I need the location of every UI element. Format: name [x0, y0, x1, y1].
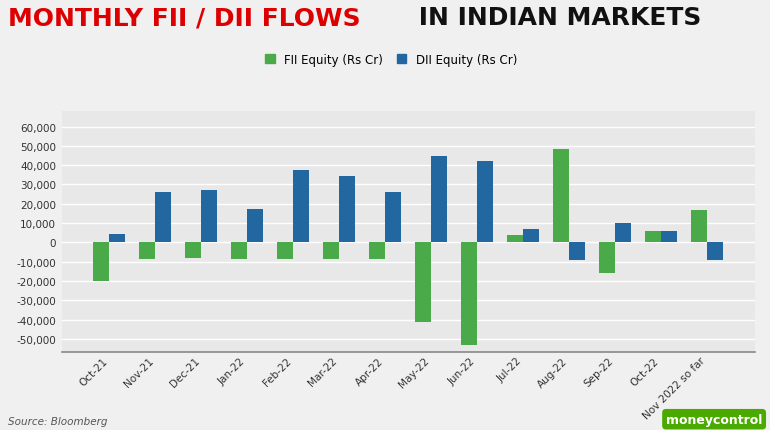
Bar	[523, 229, 539, 243]
Bar	[247, 209, 263, 243]
Legend: FII Equity (Rs Cr), DII Equity (Rs Cr): FII Equity (Rs Cr), DII Equity (Rs Cr)	[262, 50, 521, 70]
Bar	[277, 243, 293, 259]
Bar	[93, 243, 109, 281]
Bar	[139, 243, 156, 259]
Bar	[156, 193, 171, 243]
Bar	[477, 162, 493, 243]
Bar	[231, 243, 247, 259]
Bar	[507, 235, 523, 243]
Bar	[645, 231, 661, 243]
Bar	[615, 224, 631, 243]
Bar	[691, 210, 707, 243]
Bar	[431, 157, 447, 243]
Bar	[339, 176, 355, 243]
Bar	[201, 191, 217, 243]
Text: moneycontrol: moneycontrol	[666, 413, 762, 426]
Text: Source: Bloomberg: Source: Bloomberg	[8, 416, 107, 426]
Bar	[415, 243, 431, 323]
Bar	[661, 231, 677, 243]
Text: MONTHLY FII / DII FLOWS: MONTHLY FII / DII FLOWS	[8, 6, 360, 31]
Bar	[185, 243, 201, 258]
Bar	[323, 243, 339, 259]
Bar	[707, 243, 723, 260]
Bar	[369, 243, 385, 259]
Bar	[109, 234, 126, 243]
Bar	[461, 243, 477, 345]
Bar	[385, 193, 401, 243]
Bar	[553, 149, 569, 243]
Bar	[293, 171, 310, 243]
Bar	[599, 243, 615, 273]
Bar	[569, 243, 585, 260]
Text: IN INDIAN MARKETS: IN INDIAN MARKETS	[410, 6, 701, 31]
